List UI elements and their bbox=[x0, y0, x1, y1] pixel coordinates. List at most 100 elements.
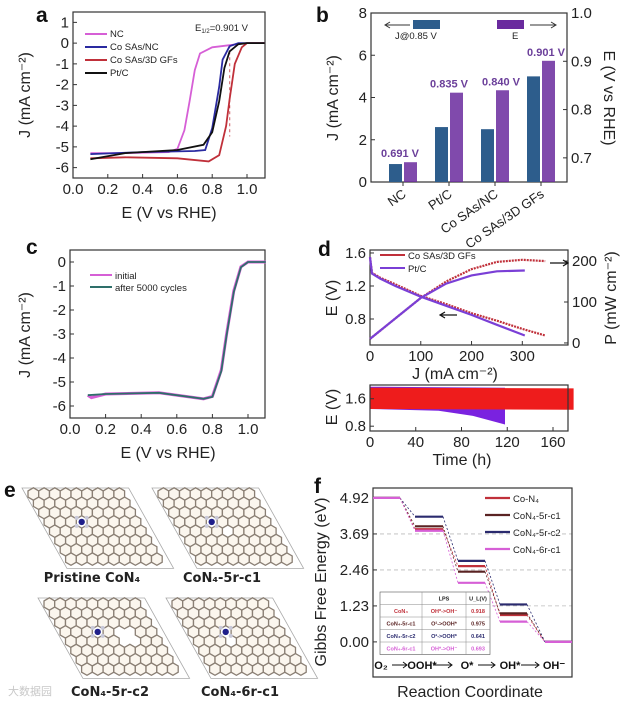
plot-frame bbox=[72, 11, 266, 179]
x-tick-label: 0.8 bbox=[202, 181, 223, 198]
panel-label-b: b bbox=[316, 4, 329, 27]
y-tick-label: -4 bbox=[56, 118, 69, 135]
structure-con-5r-c2 bbox=[37, 597, 191, 679]
carbon-ring bbox=[270, 552, 283, 567]
power-curve-pt-c bbox=[369, 269, 525, 340]
carbon-ring bbox=[123, 662, 136, 677]
y-tick-label: -3 bbox=[53, 326, 66, 343]
carbon-ring bbox=[102, 662, 115, 677]
plot-frame bbox=[369, 384, 569, 432]
table-cell: 0.693 bbox=[471, 647, 485, 653]
x-tick-label: 100 bbox=[408, 348, 433, 365]
carbon-ring bbox=[118, 552, 131, 567]
table-cell: 0.918 bbox=[471, 609, 485, 615]
carbon-ring bbox=[97, 552, 110, 567]
value-label-pt-c: 0.835 V bbox=[430, 79, 469, 91]
table-cell: CoN₄ bbox=[394, 609, 408, 615]
bar-e-nc bbox=[404, 162, 417, 182]
carbon-ring bbox=[259, 552, 272, 567]
power-curve-co-sas-3d-gfs bbox=[369, 258, 546, 340]
y-tick-label: 0 bbox=[61, 35, 69, 52]
unit-cell-outline bbox=[151, 487, 305, 569]
legend-swatch-j bbox=[413, 20, 440, 29]
legend-label-j: J@0.85 V bbox=[395, 31, 438, 42]
nitrogen-atom bbox=[228, 633, 233, 638]
y-tick-label: 4.92 bbox=[340, 490, 369, 507]
structure-label-5r-c2: CoN₄-5r-c2 bbox=[71, 685, 149, 700]
carbon-ring bbox=[230, 662, 243, 677]
legend-label-pt-c: Pt/C bbox=[110, 68, 129, 79]
nitrogen-atom bbox=[218, 633, 223, 638]
y-tick-label: -5 bbox=[56, 139, 69, 156]
table-cell: CoN₄-6r-c1 bbox=[387, 647, 416, 653]
y-tick-label: -6 bbox=[53, 398, 66, 415]
x-tick-label: 0 bbox=[366, 348, 374, 365]
carbon-ring bbox=[205, 552, 218, 567]
x-axis-label: Reaction Coordinate bbox=[397, 684, 543, 701]
bar-e-co-sas-nc bbox=[496, 90, 509, 182]
structure-pristine-con bbox=[21, 487, 175, 569]
nitrogen-atom bbox=[74, 515, 79, 520]
step-arrow-icon bbox=[433, 661, 453, 669]
bar-j-co-sas-nc bbox=[481, 129, 494, 182]
x-tick-label: 0 bbox=[366, 434, 374, 451]
x-tick-label: 0.6 bbox=[166, 421, 187, 438]
table-header: U_L(V) bbox=[469, 597, 487, 603]
table-cell: O²->OOH* bbox=[431, 621, 458, 628]
legend-label-initial: initial bbox=[115, 271, 137, 282]
arrow-left-icon bbox=[384, 21, 410, 29]
plot-frame bbox=[372, 487, 573, 678]
y-tick-label: -1 bbox=[56, 56, 69, 73]
legend-label-pt-c: Pt/C bbox=[408, 264, 427, 275]
structure-con-5r-c1 bbox=[151, 487, 305, 569]
x-tick-label: 1.0 bbox=[238, 421, 259, 438]
nitrogen-atom bbox=[74, 523, 79, 528]
legend-label-5r-c1: CoN₄-5r-c1 bbox=[513, 511, 561, 522]
transition-line-co-n bbox=[526, 614, 546, 643]
y-axis-right-label: P (mW cm⁻²) bbox=[603, 251, 620, 344]
category-label-nc: NC bbox=[385, 186, 409, 209]
y-tick-label: 1.0 bbox=[571, 5, 592, 22]
structure-label-pristine: Pristine CoN₄ bbox=[44, 571, 141, 586]
panel-label-a: a bbox=[36, 4, 48, 27]
x-tick-label: 120 bbox=[495, 434, 520, 451]
y-tick-label: 0.8 bbox=[345, 311, 366, 328]
carbon-ring bbox=[219, 662, 232, 677]
transition-line-co-n bbox=[484, 565, 501, 616]
carbon-ring bbox=[86, 552, 99, 567]
unit-cell-outline bbox=[37, 597, 191, 679]
y-axis-label: Gibbs Free Energy (eV) bbox=[313, 498, 330, 667]
x-tick-label: 0.0 bbox=[60, 421, 81, 438]
x-tick-label: 300 bbox=[510, 348, 535, 365]
legend-label-5r-c2: CoN₄-5r-c2 bbox=[513, 528, 561, 539]
y-tick-label: 1 bbox=[61, 14, 69, 31]
polarization-curve-co-sas-3d-gfs bbox=[368, 256, 546, 337]
x-tick-label: 0.4 bbox=[131, 421, 152, 438]
bar-j-pt-c bbox=[435, 127, 448, 182]
panel-d-fuel-cell-chart: J (mA cm⁻²) E (V) P (mW cm⁻²) Co SAs/3D … bbox=[324, 245, 620, 469]
carbon-ring bbox=[145, 662, 158, 677]
y-tick-label: 2.46 bbox=[340, 562, 369, 579]
transition-line-con-5r-c1 bbox=[526, 613, 546, 643]
x-axis-label-time: Time (h) bbox=[433, 452, 492, 469]
step-label-2: O* bbox=[461, 660, 475, 672]
legend-label-6r-c1: CoN₄-6r-c1 bbox=[513, 545, 561, 556]
step-label-0: O₂ bbox=[374, 660, 388, 672]
carbon-ring bbox=[166, 662, 179, 677]
panel-a-lsv-chart: E (V vs RHE) J (mA cm⁻²) E1/2=0.901 V NC… bbox=[17, 11, 266, 222]
x-tick-label: 0.2 bbox=[95, 421, 116, 438]
category-label-pt-c: Pt/C bbox=[425, 186, 454, 213]
y-tick-label: -2 bbox=[53, 302, 66, 319]
plot-frame bbox=[369, 249, 569, 346]
carbon-ring bbox=[134, 662, 147, 677]
carbon-ring bbox=[64, 552, 77, 567]
panel-f-free-energy-diagram: Reaction Coordinate Gibbs Free Energy (e… bbox=[313, 487, 573, 701]
series-line-after-5000-cycles bbox=[87, 261, 266, 400]
lps-table bbox=[379, 591, 491, 655]
carbon-ring bbox=[107, 552, 120, 567]
carbon-ring bbox=[216, 552, 229, 567]
bar-e-pt-c bbox=[450, 92, 463, 182]
step-arrow-icon bbox=[392, 661, 408, 669]
y-tick-label: 0.8 bbox=[345, 418, 366, 435]
